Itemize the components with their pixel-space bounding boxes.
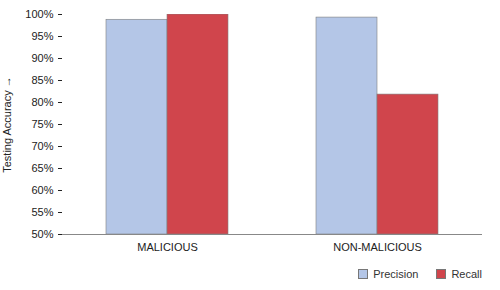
svg-text:80%: 80%	[31, 96, 53, 108]
svg-text:95%: 95%	[31, 30, 53, 42]
svg-text:MALICIOUS: MALICIOUS	[137, 241, 198, 253]
html-text:Recall: Recall	[451, 268, 482, 280]
svg-text:90%: 90%	[31, 52, 53, 64]
svg-text:100%: 100%	[25, 8, 53, 20]
svg-text:70%: 70%	[31, 140, 53, 152]
svg-text:Testing Accuracy →: Testing Accuracy →	[1, 76, 13, 173]
html-text:Precision: Precision	[373, 268, 419, 280]
svg-text:60%: 60%	[31, 184, 53, 196]
svg-text:50%: 50%	[31, 228, 53, 240]
svg-text:NON-MALICIOUS: NON-MALICIOUS	[333, 241, 422, 253]
svg-text:65%: 65%	[31, 162, 53, 174]
svg-text:85%: 85%	[31, 74, 53, 86]
svg-text:75%: 75%	[31, 118, 53, 130]
svg-text:55%: 55%	[31, 206, 53, 218]
